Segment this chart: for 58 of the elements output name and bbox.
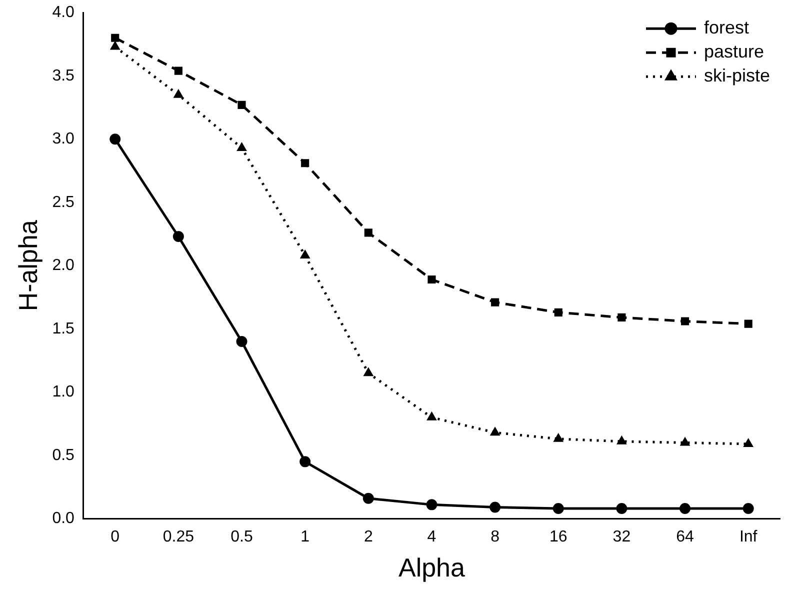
point	[552, 502, 564, 514]
point	[616, 436, 627, 444]
point	[236, 336, 248, 347]
point	[364, 368, 374, 376]
y-tick-label: 0.5	[52, 446, 75, 464]
y-tick-label: 4.0	[52, 4, 75, 22]
y-tick-label: 3.5	[52, 67, 75, 84]
x-tick-label: 0.5	[230, 528, 253, 546]
point	[426, 499, 438, 510]
point	[744, 438, 754, 447]
x-tick-label: 0	[110, 528, 120, 546]
y-tick-label: 1.5	[52, 320, 75, 338]
x-tick-label: 0.25	[162, 528, 194, 546]
point	[554, 308, 562, 316]
y-tick-label: 1.0	[52, 384, 75, 401]
point	[174, 89, 184, 98]
legend-label: forest	[704, 18, 750, 38]
point	[301, 159, 310, 168]
point	[172, 231, 184, 242]
x-tick-label: 1	[300, 528, 310, 546]
y-tick-label: 3.0	[52, 130, 75, 148]
point	[174, 66, 182, 75]
x-tick-label: 16	[549, 528, 568, 546]
y-tick-label: 2.5	[52, 194, 75, 211]
point	[618, 313, 626, 322]
legend-label: pasture	[704, 42, 764, 62]
point	[490, 502, 501, 513]
legend-label: ski-piste	[704, 66, 770, 86]
point	[616, 502, 628, 514]
point	[680, 502, 691, 514]
point	[362, 492, 374, 504]
x-axis-title: Alpha	[398, 552, 466, 583]
point	[680, 437, 690, 446]
point	[300, 456, 311, 468]
x-tick-label: Inf	[739, 528, 758, 546]
y-axis-title: H-alpha	[12, 220, 43, 312]
point	[554, 433, 564, 442]
point	[680, 317, 690, 326]
x-tick-label: 2	[364, 528, 373, 546]
point	[111, 34, 120, 42]
point	[744, 320, 752, 328]
x-tick-label: 4	[427, 528, 436, 546]
x-tick-label: 32	[612, 528, 631, 546]
y-tick-label: 2.0	[52, 257, 75, 274]
point	[428, 275, 436, 284]
point	[300, 250, 310, 258]
x-tick-label: 64	[676, 528, 694, 546]
point	[490, 427, 500, 436]
point	[364, 228, 372, 237]
point	[238, 100, 246, 109]
point	[426, 412, 437, 420]
point	[236, 142, 247, 151]
x-tick-label: 8	[490, 528, 500, 546]
point	[742, 502, 754, 514]
point	[110, 41, 120, 50]
point	[491, 298, 500, 306]
y-tick-label: 0.0	[52, 510, 75, 528]
point	[110, 134, 121, 145]
